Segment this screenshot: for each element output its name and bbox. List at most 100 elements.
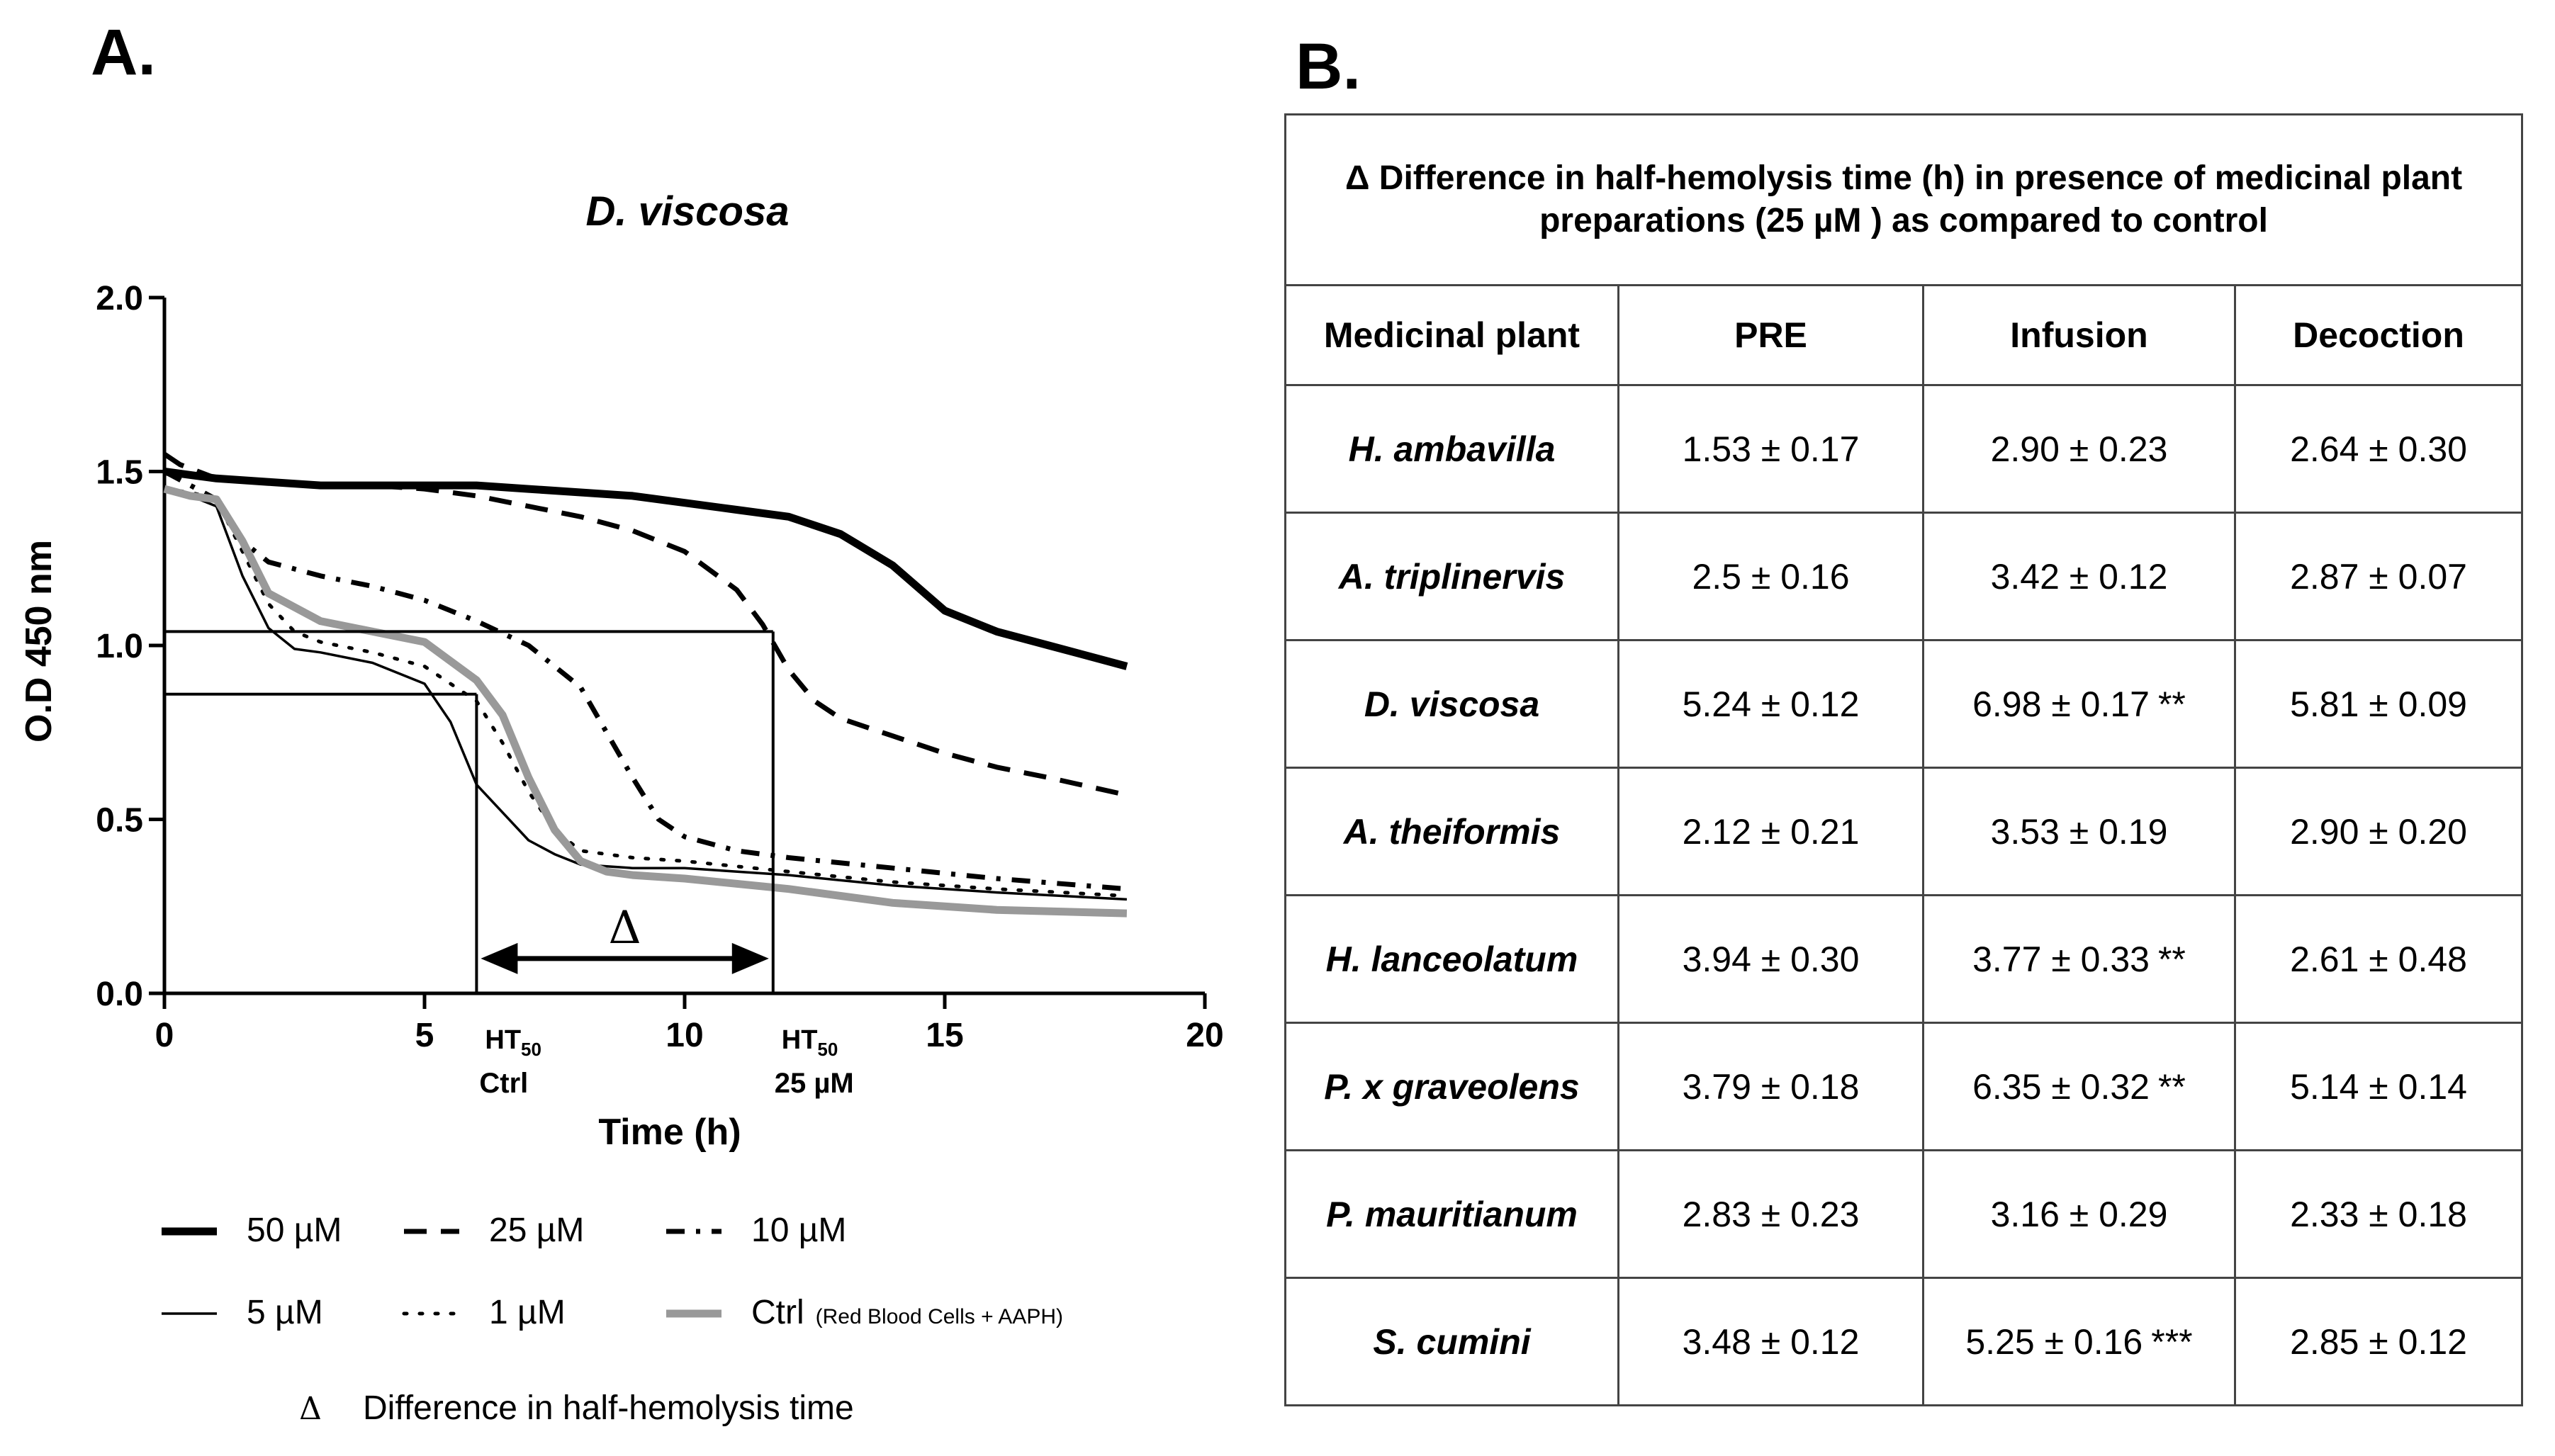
significance-marker: ** xyxy=(2157,939,2186,979)
cell-pre-value: 2.5 ± 0.16 xyxy=(1692,556,1850,597)
cell-infusion-value: 2.90 ± 0.23 xyxy=(1990,429,2168,469)
cell-pre-value: 2.12 ± 0.21 xyxy=(1682,811,1860,852)
half-hemolysis-table: Δ Difference in half-hemolysis time (h) … xyxy=(1284,113,2524,1406)
series-line-25m xyxy=(163,451,1128,798)
delta-symbol: Δ xyxy=(608,902,641,954)
cell-decoction: 5.14 ± 0.14 xyxy=(2233,1022,2524,1151)
cell-infusion: 3.16 ± 0.29 xyxy=(1922,1149,2236,1279)
table-row: H. lanceolatum 3.94 ± 0.30 3.77 ± 0.33 ** 2.… xyxy=(1284,894,2524,1024)
cell-plant: H. ambavilla xyxy=(1284,384,1619,514)
cell-plant-value: P. x graveolens xyxy=(1324,1066,1580,1107)
cell-decoction-value: 5.81 ± 0.09 xyxy=(2290,684,2467,724)
cell-pre: 3.94 ± 0.30 xyxy=(1617,894,1924,1024)
ht50-25um-label-line2: 25 µM xyxy=(775,1068,854,1099)
significance-marker: *** xyxy=(2151,1321,2193,1362)
header-decoction: Decoction xyxy=(2233,284,2524,386)
legend-label: 25 µM xyxy=(489,1212,584,1249)
table-row: P. x graveolens 3.79 ± 0.18 6.35 ± 0.32 ** 5… xyxy=(1284,1022,2524,1151)
y-tick-label: 1.5 xyxy=(96,454,143,492)
cell-pre-value: 5.24 ± 0.12 xyxy=(1682,684,1860,724)
chart-title: D. viscosa xyxy=(586,188,790,235)
cell-infusion: 3.42 ± 0.12 xyxy=(1922,512,2236,641)
cell-pre: 3.79 ± 0.18 xyxy=(1617,1022,1924,1151)
legend-label: 1 µM xyxy=(489,1294,566,1331)
x-tick-label: 5 xyxy=(415,1017,434,1054)
cell-decoction: 2.64 ± 0.30 xyxy=(2233,384,2524,514)
significance-marker: ** xyxy=(2157,684,2186,724)
cell-plant-value: H. ambavilla xyxy=(1348,429,1556,469)
cell-plant-value: P. mauritianum xyxy=(1326,1194,1578,1234)
legend-label: 10 µM xyxy=(751,1212,846,1249)
cell-plant-value: A. triplinervis xyxy=(1338,556,1566,597)
cell-infusion-value: 3.77 ± 0.33 xyxy=(1972,939,2150,979)
cell-pre: 2.5 ± 0.16 xyxy=(1617,512,1924,641)
cell-pre-value: 1.53 ± 0.17 xyxy=(1682,429,1860,469)
cell-plant-value: A. theiformis xyxy=(1343,811,1561,852)
cell-infusion: 3.77 ± 0.33 ** xyxy=(1922,894,2236,1024)
y-tick-label: 2.0 xyxy=(96,280,143,317)
ht50-ctrl-label-line2: Ctrl xyxy=(479,1068,528,1099)
y-tick-label: 0.5 xyxy=(96,802,143,840)
cell-infusion: 2.90 ± 0.23 xyxy=(1922,384,2236,514)
x-axis-label: Time (h) xyxy=(598,1112,741,1153)
cell-pre-value: 3.48 ± 0.12 xyxy=(1682,1321,1860,1362)
legend-delta-text: Difference in half-hemolysis time xyxy=(363,1389,854,1427)
table-row: D. viscosa 5.24 ± 0.12 6.98 ± 0.17 ** 5.81 ±… xyxy=(1284,639,2524,769)
hemolysis-line-chart: D. viscosa O.D 450 nm Time (h) 0.0 0.5 1.0… xyxy=(18,188,1224,1427)
cell-decoction-value: 2.87 ± 0.07 xyxy=(2290,556,2467,597)
cell-pre-value: 2.83 ± 0.23 xyxy=(1682,1194,1860,1234)
cell-infusion: 6.35 ± 0.32 ** xyxy=(1922,1022,2236,1151)
cell-decoction-value: 2.61 ± 0.48 xyxy=(2290,939,2467,979)
ht50-ctrl-label: HT50 xyxy=(485,1025,541,1060)
table-header-row: Medicinal plant PRE Infusion Decoction xyxy=(1284,284,2524,386)
legend-label: Ctrl (Red Blood Cells + AAPH) xyxy=(751,1294,1063,1331)
cell-infusion: 5.25 ± 0.16 *** xyxy=(1922,1277,2236,1406)
cell-plant: S. cumini xyxy=(1284,1277,1619,1406)
cell-infusion-value: 6.35 ± 0.32 xyxy=(1972,1066,2150,1107)
cell-pre: 1.53 ± 0.17 xyxy=(1617,384,1924,514)
cell-pre: 5.24 ± 0.12 xyxy=(1617,639,1924,769)
table-caption: Δ Difference in half-hemolysis time (h) … xyxy=(1284,113,2524,286)
table-row: A. theiformis 2.12 ± 0.21 3.53 ± 0.19 2.90 … xyxy=(1284,767,2524,896)
cell-pre: 2.12 ± 0.21 xyxy=(1617,767,1924,896)
table-row: S. cumini 3.48 ± 0.12 5.25 ± 0.16 *** 2.85 ±… xyxy=(1284,1277,2524,1406)
header-medicinal-plant: Medicinal plant xyxy=(1284,284,1619,386)
panel-b-label: B. xyxy=(1296,30,1361,103)
cell-plant: P. mauritianum xyxy=(1284,1149,1619,1279)
series-line-ctrl xyxy=(163,485,1128,918)
cell-decoction-value: 2.85 ± 0.12 xyxy=(2290,1321,2467,1362)
x-tick-label: 10 xyxy=(666,1017,703,1054)
significance-marker: ** xyxy=(2157,1066,2186,1107)
cell-infusion: 3.53 ± 0.19 xyxy=(1922,767,2236,896)
cell-infusion: 6.98 ± 0.17 ** xyxy=(1922,639,2236,769)
ht50-ctrl-label-sub: 50 xyxy=(521,1039,541,1060)
y-tick-label: 0.0 xyxy=(96,976,143,1013)
cell-plant: P. x graveolens xyxy=(1284,1022,1619,1151)
cell-plant: H. lanceolatum xyxy=(1284,894,1619,1024)
cell-infusion-value: 5.25 ± 0.16 xyxy=(1965,1321,2143,1362)
cell-infusion-value: 3.16 ± 0.29 xyxy=(1990,1194,2168,1234)
cell-pre: 2.83 ± 0.23 xyxy=(1617,1149,1924,1279)
y-tick-label: 1.0 xyxy=(96,628,143,665)
legend-label: 5 µM xyxy=(247,1294,323,1331)
cell-decoction-value: 2.90 ± 0.20 xyxy=(2290,811,2467,852)
cell-pre-value: 3.94 ± 0.30 xyxy=(1682,939,1860,979)
cell-plant-value: S. cumini xyxy=(1373,1321,1531,1362)
cell-plant: D. viscosa xyxy=(1284,639,1619,769)
cell-decoction: 2.85 ± 0.12 xyxy=(2233,1277,2524,1406)
cell-decoction: 2.61 ± 0.48 xyxy=(2233,894,2524,1024)
cell-pre-value: 3.79 ± 0.18 xyxy=(1682,1066,1860,1107)
cell-decoction: 5.81 ± 0.09 xyxy=(2233,639,2524,769)
cell-infusion-value: 3.42 ± 0.12 xyxy=(1990,556,2168,597)
table-row: H. ambavilla 1.53 ± 0.17 2.90 ± 0.23 2.64 ±… xyxy=(1284,384,2524,514)
table-row: P. mauritianum 2.83 ± 0.23 3.16 ± 0.29 2.33… xyxy=(1284,1149,2524,1279)
delta-arrow-left-head xyxy=(481,942,518,974)
cell-infusion-value: 3.53 ± 0.19 xyxy=(1990,811,2168,852)
ht50-25um-label-sub: 50 xyxy=(817,1039,838,1060)
legend-delta-symbol: Δ xyxy=(299,1391,322,1427)
cell-decoction-value: 2.64 ± 0.30 xyxy=(2290,429,2467,469)
legend-ctrl-note: (Red Blood Cells + AAPH) xyxy=(816,1305,1063,1328)
delta-arrow-right-head xyxy=(731,942,769,974)
cell-plant: A. theiformis xyxy=(1284,767,1619,896)
cell-decoction-value: 2.33 ± 0.18 xyxy=(2290,1194,2467,1234)
